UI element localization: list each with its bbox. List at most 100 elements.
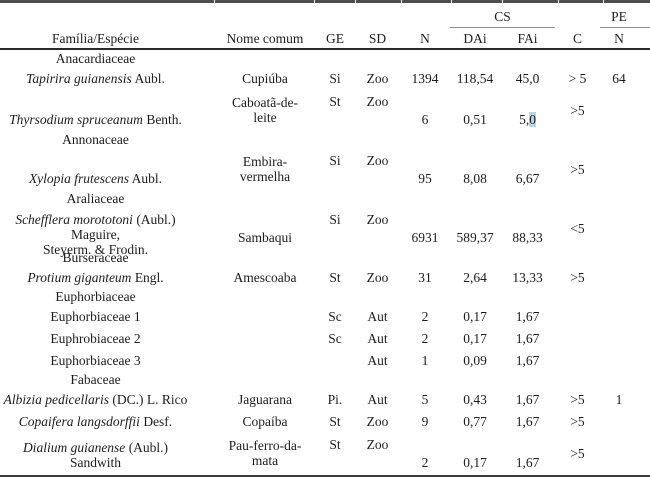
common-name-line: Copaíba	[242, 413, 288, 429]
pe-group-header: PE	[600, 3, 650, 28]
species-name-line: Xylopia frutescens Aubl.	[29, 171, 162, 186]
group-header-spacer	[0, 3, 450, 28]
cell-c	[555, 349, 600, 371]
column-header-fai: FAi	[517, 30, 538, 46]
cell-pe-n	[600, 349, 650, 371]
column-header-familia-especie: Família/Espécie	[52, 30, 139, 46]
family-name: Euphorbiaceae	[55, 289, 136, 304]
top-border-segment	[0, 0, 214, 3]
cell-dai: 0,51	[463, 112, 487, 127]
cell-common-name	[215, 305, 315, 327]
cell-c: >5	[570, 161, 585, 177]
cell-common-name	[215, 349, 315, 371]
species-name-roman: (Aubl.) Sandwith	[69, 440, 169, 470]
cell-family-species: Copaifera langsdorffii Desf.	[0, 410, 215, 432]
species-name-line: Copaifera langsdorffii Desf.	[19, 414, 172, 429]
cell-ge: Si	[329, 212, 341, 227]
family-name: Araliaceae	[66, 191, 125, 206]
fai-highlighted-text: 0	[529, 112, 536, 127]
cell-sd: Zoo	[366, 437, 389, 452]
cell-common-name: Embira-vermelha	[215, 148, 315, 190]
column-header-sd: SD	[368, 30, 387, 46]
cell-ge: St	[329, 437, 341, 452]
cell-common-name: Cupiúba	[215, 67, 315, 89]
group-header-row: CS PE	[0, 3, 650, 28]
cell-ge: Sc	[328, 308, 342, 324]
species-name-line: Steyerm. & Frodin.	[43, 242, 148, 257]
cell-dai: 2,64	[463, 269, 487, 285]
cell-dai: 0,17	[463, 308, 487, 324]
fai-value: 5,0	[519, 112, 536, 127]
species-row: Xylopia frutescens Aubl. Embira-vermelha S…	[0, 148, 650, 190]
species-name-roman: Aubl.	[129, 171, 163, 186]
species-name-italic: Thyrsodium spruceanum	[9, 112, 143, 127]
column-header-nome-comum: Nome comum	[226, 30, 304, 46]
species-row: Euphorbiaceae 1 Sc Aut 2 0,17 1,67	[0, 305, 650, 327]
species-row: Protium giganteum Engl. Amescoaba St Zoo 31 2…	[0, 266, 650, 288]
species-name-line: Dialium guianense (Aubl.) Sandwith	[0, 440, 191, 470]
cell-fai: 1,67	[515, 308, 540, 324]
cell-common-name: Amescoaba	[215, 266, 315, 288]
cell-c	[555, 305, 600, 327]
cell-ge	[315, 349, 355, 371]
family-row: Annonaceae	[0, 131, 650, 148]
cell-family-species: Protium giganteum Engl.	[0, 266, 215, 288]
cell-family-species: Schefflera morototoni (Aubl.) Maguire, St…	[0, 207, 215, 257]
species-name-line: Protium giganteum Engl.	[27, 270, 163, 285]
cell-dai: 0,17	[463, 455, 487, 470]
common-name-line: Pau-ferro-da-	[228, 438, 302, 453]
column-header-n: N	[420, 30, 430, 46]
cell-ge: Pi.	[327, 391, 343, 407]
species-row: Copaifera langsdorffii Desf. Copaíba St Zoo…	[0, 410, 650, 432]
cell-dai: 0,17	[463, 330, 487, 346]
species-name-italic: Schefflera morototoni	[15, 212, 133, 227]
cell-pe-n	[600, 410, 650, 432]
column-header-pe-n: N	[614, 30, 624, 46]
cell-sd: Aut	[367, 308, 388, 324]
cell-n: 95	[418, 171, 432, 186]
column-header-dai: DAi	[463, 30, 487, 46]
family-row: Euphorbiaceae	[0, 288, 650, 305]
cell-family-species: Albizia pedicellaris (DC.) L. Rico	[0, 388, 215, 410]
cell-n: 1	[421, 352, 429, 368]
family-name: Annonaceae	[62, 132, 129, 147]
cell-fai: 45,0	[515, 70, 540, 86]
species-row: Thyrsodium spruceanum Benth. Caboatã-de-l…	[0, 89, 650, 131]
cell-fai: 88,33	[512, 230, 543, 245]
cell-family-species: Euphorbiaceae 1	[0, 305, 215, 327]
species-name-roman: Aubl.	[131, 70, 165, 86]
cell-dai: 8,08	[463, 171, 487, 186]
pe-group-label: PE	[611, 9, 627, 24]
top-border-segment	[401, 0, 452, 3]
cell-dai: 0,77	[463, 413, 487, 429]
cell-n: 1394	[411, 70, 439, 86]
species-name-line: Tapirira guianensis Aubl.	[26, 71, 165, 86]
species-name-italic: Dialium guianense	[22, 440, 126, 455]
cell-fai: 1,67	[515, 455, 540, 470]
cell-c: >5	[570, 413, 585, 429]
cell-pe-n	[600, 148, 650, 190]
species-row: Euphorbiaceae 3 Aut 1 0,09 1,67	[0, 349, 650, 371]
cell-pe-n: 1	[615, 391, 623, 407]
species-name-line: Thyrsodium spruceanum Benth.	[9, 112, 182, 127]
cell-family-species: Xylopia frutescens Aubl.	[0, 148, 215, 190]
cell-sd: Zoo	[366, 413, 389, 429]
cell-dai: 0,09	[463, 352, 487, 368]
species-name-italic: Tapirira guianensis	[26, 70, 132, 86]
cs-group-header: CS	[450, 3, 555, 28]
species-name-line: Euphorbiaceae 1	[50, 309, 140, 324]
family-row: Burseraceae	[0, 249, 650, 266]
family-row: Fabaceae	[0, 371, 650, 388]
species-name-roman: (Aubl.) Maguire,	[70, 212, 176, 242]
common-name-line: Sambaqui	[238, 230, 292, 245]
cell-sd: Zoo	[366, 70, 389, 86]
cell-fai: 1,67	[515, 391, 540, 407]
cell-fai: 13,33	[512, 269, 543, 285]
cell-dai: 0,43	[463, 391, 487, 407]
cell-pe-n	[600, 432, 650, 474]
family-name: Burseraceae	[62, 250, 129, 265]
species-name-roman: Euphrobiaceae 2	[50, 330, 141, 346]
species-name-line: Schefflera morototoni (Aubl.) Maguire,	[0, 212, 191, 242]
cell-c	[555, 327, 600, 349]
